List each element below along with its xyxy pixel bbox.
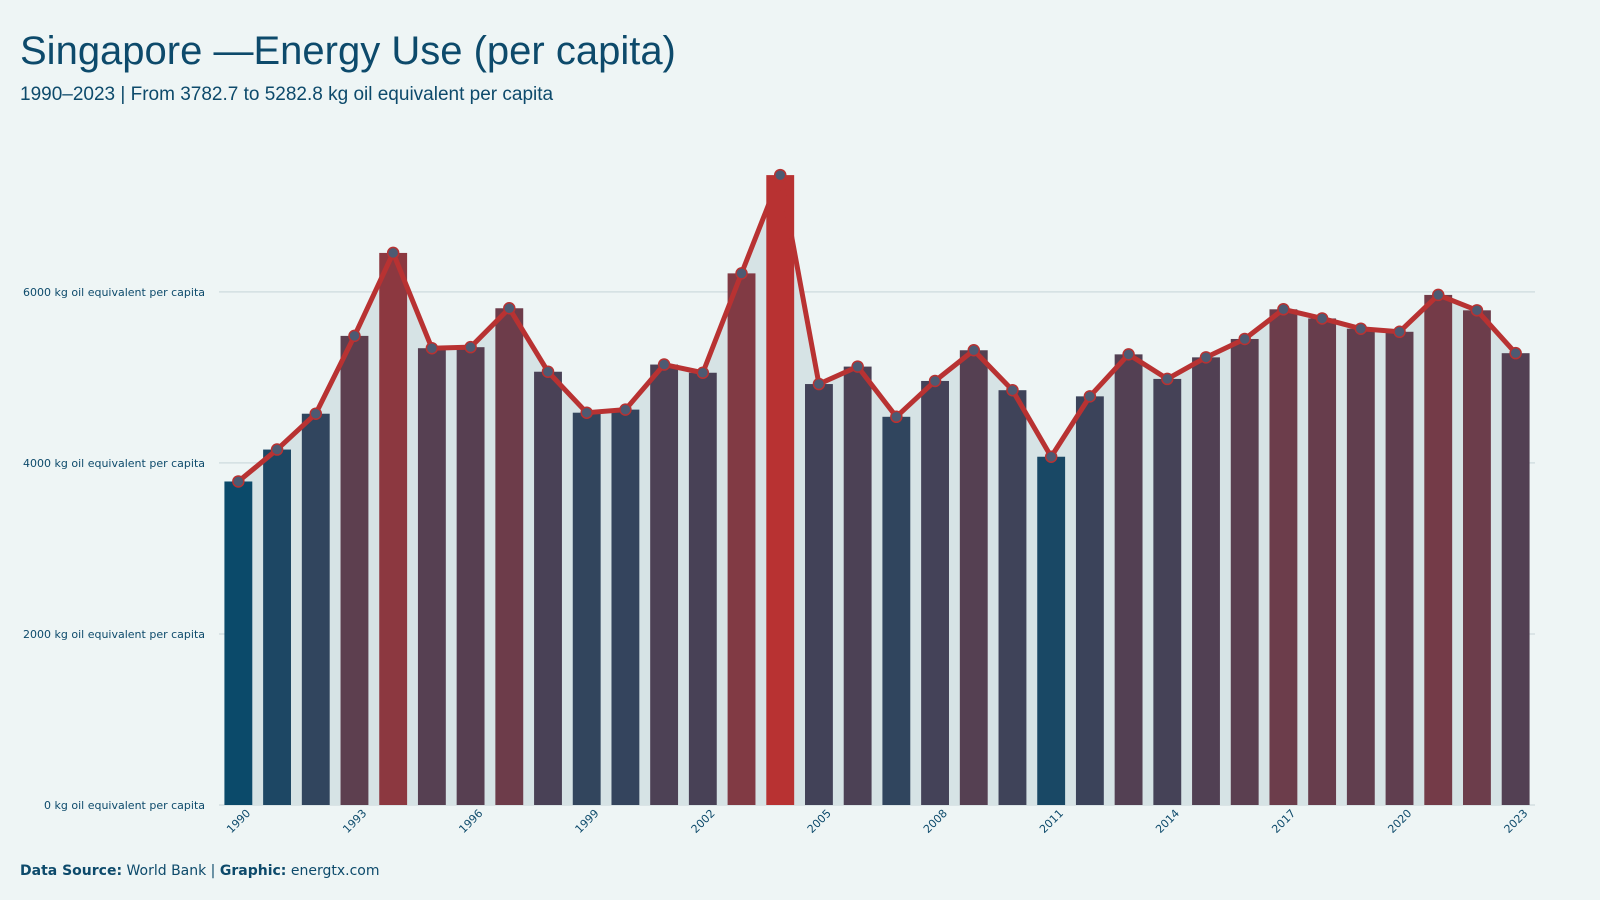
point [1083,390,1097,403]
point [1470,304,1484,317]
footer-label: Data Source: [20,863,122,879]
y-tick-label: 6000 kg oil equivalent per capita [23,286,205,299]
point [1238,332,1251,346]
point [1122,348,1135,361]
point [1509,346,1522,360]
footer: Data Source: World Bank | Graphic: energ… [20,863,379,879]
point [580,406,593,419]
point [928,374,942,388]
bar [921,380,949,805]
point [1044,450,1058,463]
bar [688,372,717,805]
bar [882,416,911,805]
bar [1463,310,1491,805]
point [696,366,710,379]
point [541,365,555,378]
line [236,172,1518,484]
bar [766,175,795,805]
bar [959,350,988,805]
point [503,302,516,315]
bar [1230,338,1259,805]
point [773,168,787,182]
bar [340,335,369,805]
point [1199,351,1213,364]
y-tick-label: 0 kg oil equivalent per capita [44,799,205,812]
chart-title: Singapore —Energy Use (per capita) [20,29,676,73]
point [386,246,400,260]
point [232,475,245,488]
bar [1308,318,1337,805]
bar [1424,294,1453,805]
bar [417,348,446,805]
footer-graphic: energtx.com [291,863,380,879]
bar [1269,309,1298,805]
bar [224,481,253,805]
bar [1153,378,1182,805]
point [1161,372,1174,386]
bar [1114,354,1143,805]
bar [572,412,601,805]
point [735,267,748,280]
point [890,410,903,424]
point [1393,325,1406,339]
point [967,344,981,357]
bar [263,449,291,805]
bar [301,413,330,805]
point [657,358,671,371]
point [851,360,864,373]
bar [650,364,679,805]
bar [1075,396,1104,805]
bar [998,390,1027,805]
point [464,340,477,354]
bar [456,347,485,805]
footer-source: World Bank | [127,863,216,879]
bar [611,409,640,805]
bar [843,366,872,805]
bar [1192,357,1220,805]
y-tick-label: 2000 kg oil equivalent per capita [23,628,205,641]
chart-subtitle: 1990–2023 | From 3782.7 to 5282.8 kg oil… [20,84,554,105]
bar [495,308,524,805]
point [619,403,632,416]
y-tick-label: 4000 kg oil equivalent per capita [23,457,205,470]
point [348,329,361,343]
footer-label: Graphic: [220,863,287,879]
bar [1346,328,1375,805]
point [1354,322,1368,335]
bar [1501,353,1530,805]
point [1277,303,1290,316]
bar [1037,456,1066,805]
bar [379,252,408,806]
point [1431,288,1445,302]
point [309,407,323,420]
bar [534,371,562,805]
point [1006,383,1019,397]
point [1315,312,1329,325]
bar [727,273,756,805]
point [425,341,439,355]
point [270,443,284,456]
bar [1385,331,1414,805]
bar [805,384,833,805]
point [812,377,826,391]
